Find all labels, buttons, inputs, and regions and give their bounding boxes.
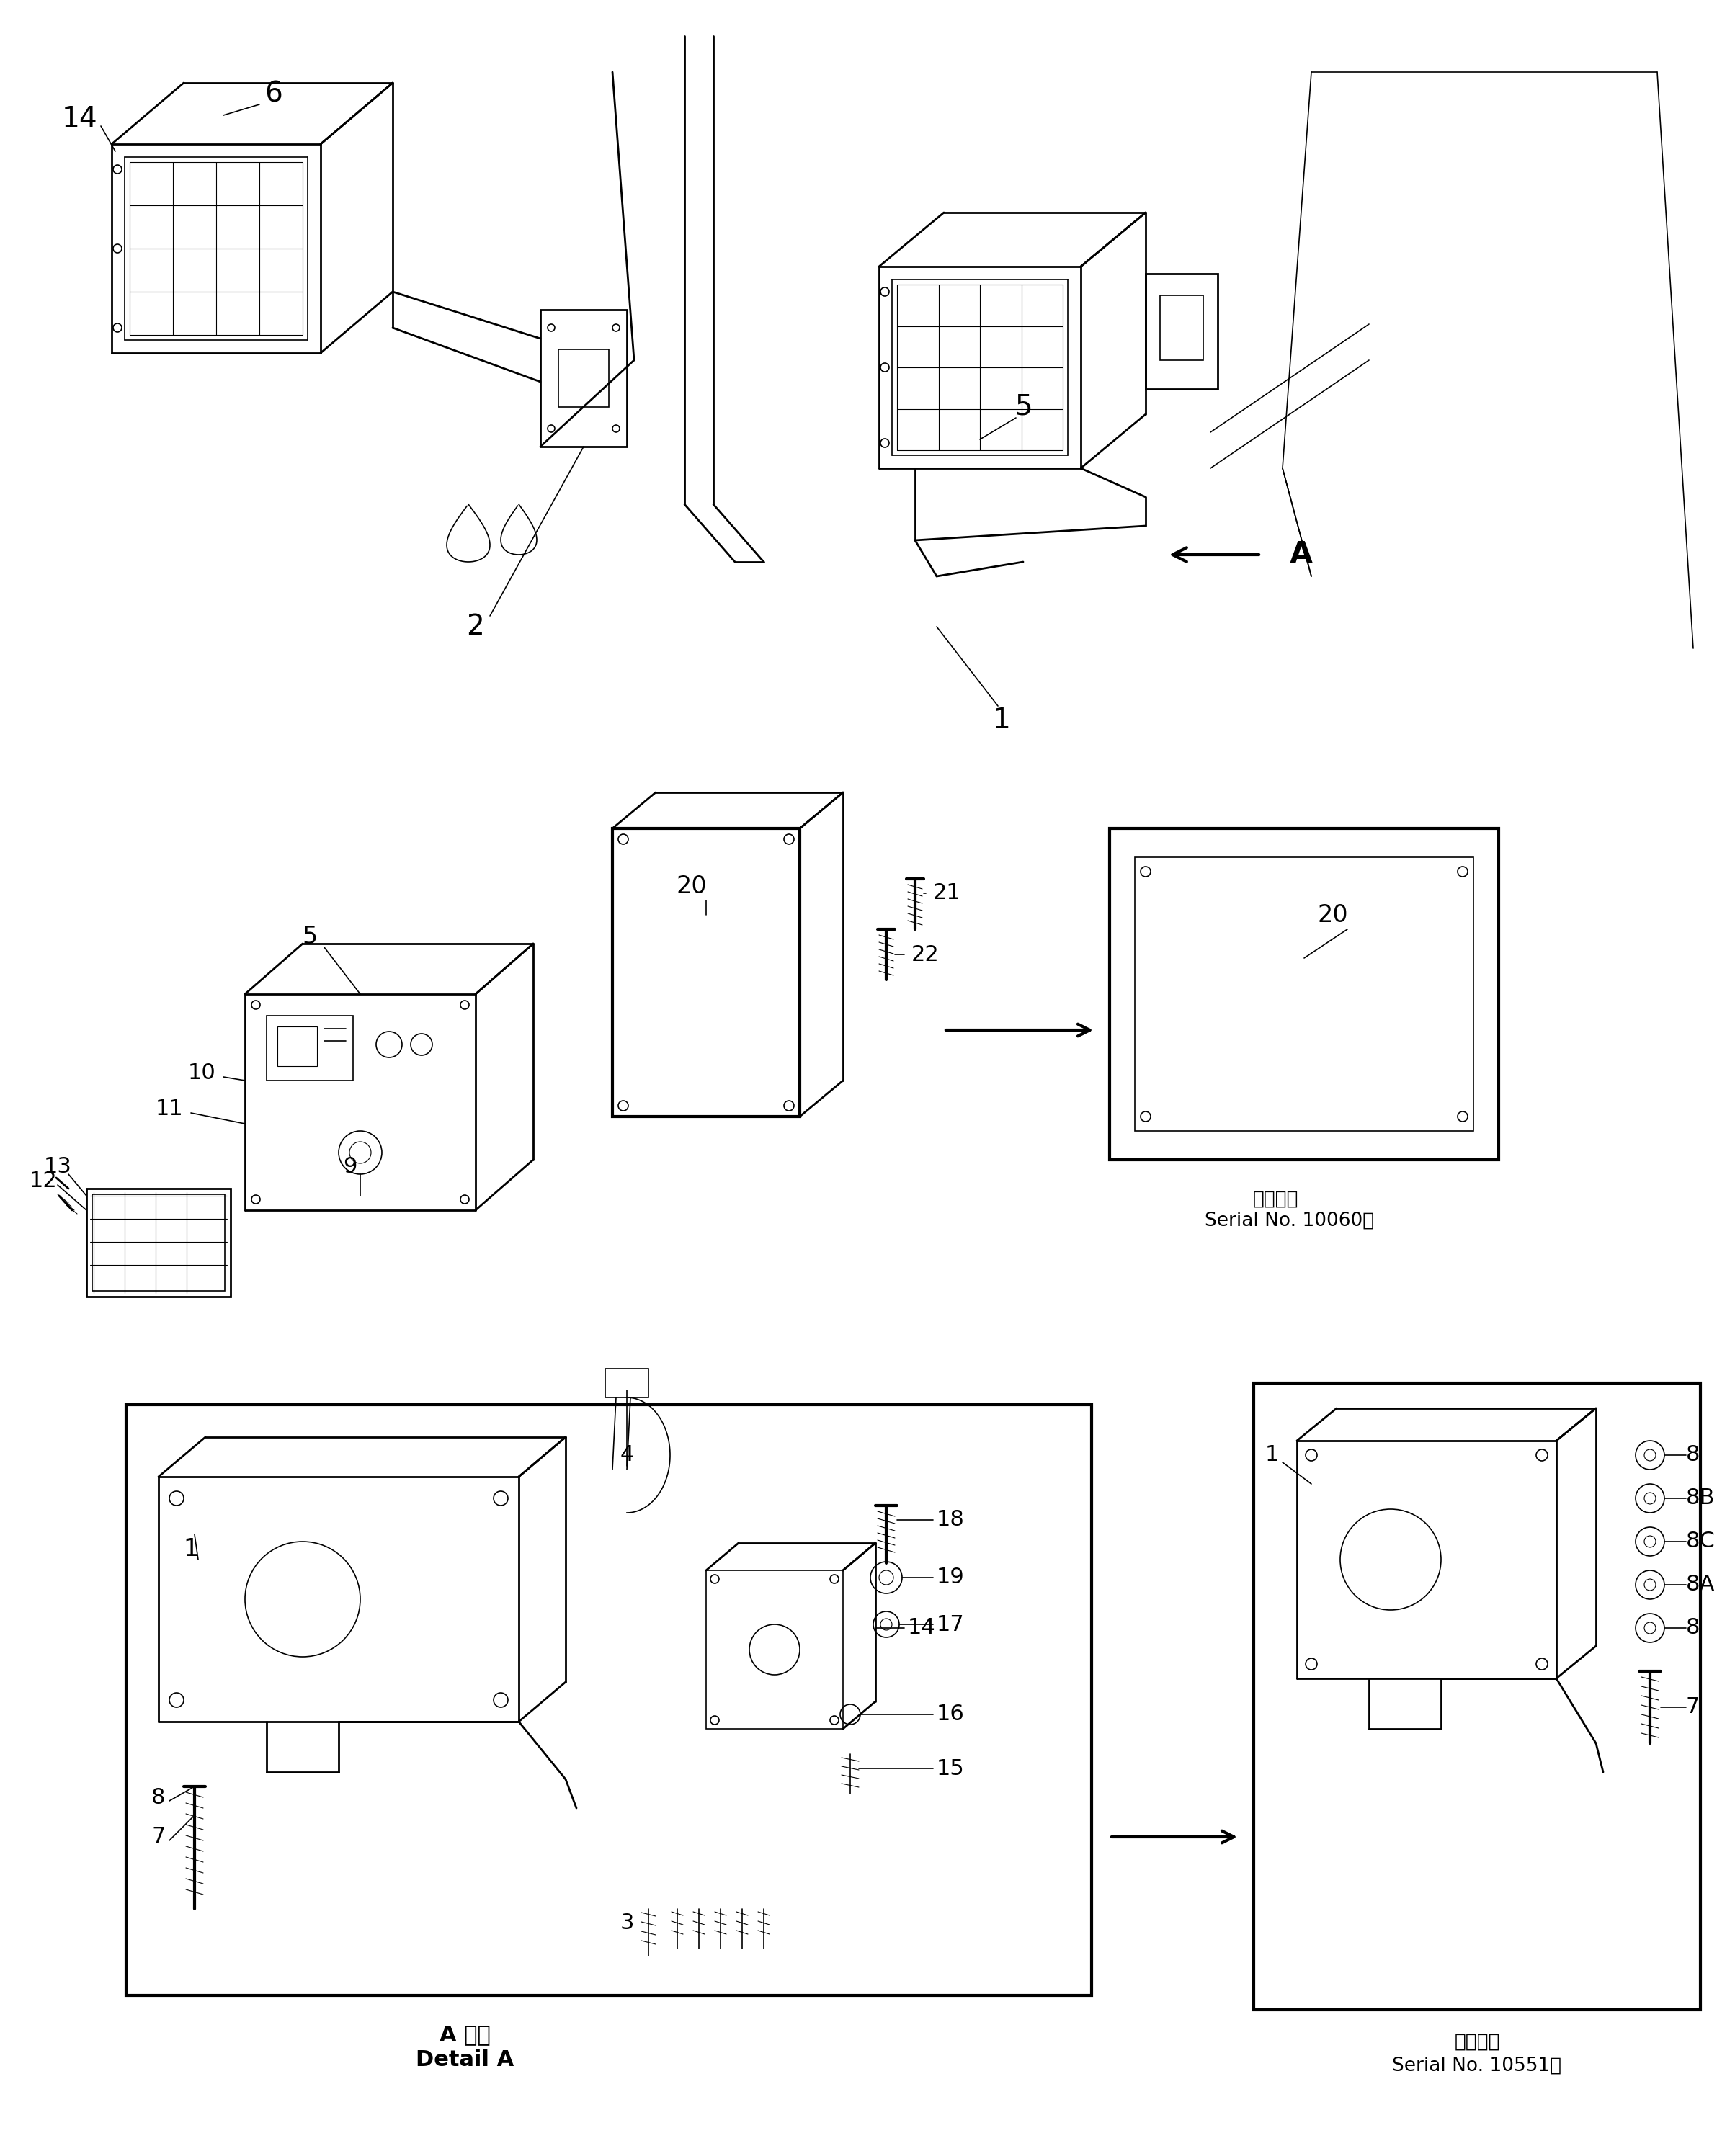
Text: 19: 19 (937, 1567, 965, 1589)
Bar (92, 1194, 226, 1291)
Text: 8B: 8B (1686, 1488, 1716, 1509)
Text: 6: 6 (265, 80, 283, 108)
Text: 4: 4 (619, 1445, 633, 1466)
Bar (87, 1188, 231, 1296)
Text: 1: 1 (992, 707, 1010, 733)
Text: 18: 18 (937, 1509, 965, 1531)
Text: Serial No. 10060～: Serial No. 10060～ (1206, 1212, 1374, 1231)
Bar (127, 1406, 1091, 1994)
Text: 20: 20 (1317, 903, 1348, 927)
Text: 2: 2 (467, 612, 484, 640)
Text: 15: 15 (937, 1757, 965, 1779)
Bar (267, 1015, 352, 1080)
Bar (278, 1026, 318, 1065)
Text: 8C: 8C (1686, 1531, 1716, 1552)
Text: 1: 1 (184, 1537, 198, 1561)
Text: 1: 1 (1265, 1445, 1279, 1466)
Text: 3: 3 (619, 1912, 633, 1934)
Bar (1161, 295, 1204, 360)
Text: 17: 17 (937, 1615, 965, 1634)
Bar (1254, 1382, 1700, 2009)
Text: 7: 7 (151, 1826, 165, 1848)
Text: 20: 20 (677, 873, 708, 897)
Text: 7: 7 (1686, 1697, 1700, 1718)
Bar (559, 349, 609, 407)
Text: 適用号機: 適用号機 (1454, 2033, 1501, 2053)
Text: 10: 10 (187, 1063, 215, 1084)
Text: 14: 14 (61, 106, 97, 132)
Text: 16: 16 (937, 1703, 965, 1725)
Bar (1110, 828, 1499, 1160)
Text: 適用号機: 適用号機 (1253, 1190, 1298, 1210)
Text: 21: 21 (933, 882, 961, 903)
Text: 8: 8 (1686, 1617, 1700, 1639)
Bar (1145, 274, 1218, 388)
Bar (606, 1369, 649, 1397)
Bar (612, 828, 800, 1117)
Text: 14: 14 (907, 1617, 935, 1639)
Bar (706, 1570, 843, 1729)
Text: Detail A: Detail A (416, 2050, 514, 2070)
Bar (1135, 858, 1473, 1132)
Text: 5: 5 (302, 925, 318, 949)
Text: A 詳細: A 詳細 (439, 2024, 491, 2046)
Text: 8A: 8A (1686, 1574, 1716, 1595)
Text: 22: 22 (911, 944, 939, 966)
Bar (540, 310, 626, 446)
Text: 9: 9 (344, 1156, 357, 1177)
Text: 8: 8 (1686, 1445, 1700, 1466)
Text: Serial No. 10551～: Serial No. 10551～ (1393, 2057, 1562, 2076)
Text: 8: 8 (151, 1787, 165, 1807)
Text: A: A (1289, 539, 1313, 569)
Text: 11: 11 (156, 1100, 184, 1119)
Text: 12: 12 (29, 1171, 57, 1192)
Text: 5: 5 (1015, 392, 1032, 420)
Text: 13: 13 (43, 1156, 71, 1177)
